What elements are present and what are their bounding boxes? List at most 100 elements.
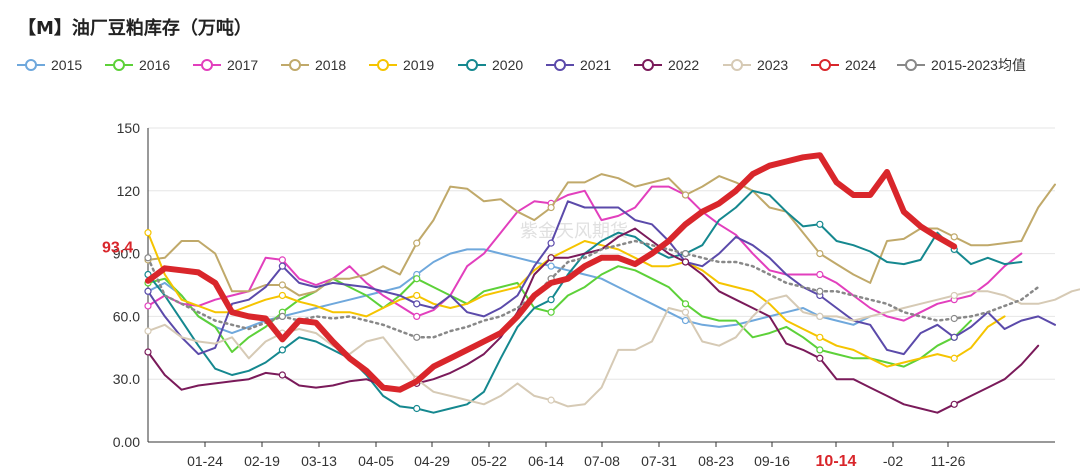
legend-line-icon [105, 59, 133, 71]
legend-item-2024[interactable]: 2024 [810, 54, 876, 76]
legend-item-2017[interactable]: 2017 [192, 54, 258, 76]
legend-item-2015[interactable]: 2015 [16, 54, 82, 76]
legend-line-icon [897, 59, 925, 71]
watermark: 紫金天风期货 [520, 221, 628, 242]
series-marker-2015 [547, 262, 555, 270]
legend-line-icon [546, 59, 574, 71]
legend-label: 2017 [227, 57, 259, 73]
x-tick-label: -02 [883, 453, 903, 469]
series-marker-2019 [144, 229, 152, 237]
series-marker-2020 [547, 296, 555, 304]
series-marker-2015-2023均值 [681, 250, 690, 258]
series-line-2015-2023均值 [146, 239, 1040, 339]
legend-label: 2015 [51, 57, 83, 73]
axes: 0.00 30.0 60.0 90.0 120 150 01-24 02-19 03-13 04-… [113, 120, 1055, 470]
series-marker-2023 [144, 327, 152, 335]
series-marker-2015-2023均值 [278, 312, 286, 320]
legend-line-icon [634, 59, 662, 71]
series-marker-2019 [278, 291, 286, 300]
series-marker-2021 [413, 300, 421, 308]
series-marker-2022 [278, 371, 286, 379]
series-marker-2020 [816, 220, 824, 228]
x-tick-label: 07-31 [641, 453, 677, 469]
legend-label: 2019 [403, 57, 435, 73]
series-marker-2018 [413, 239, 421, 247]
series-marker-2016 [547, 308, 555, 316]
series-marker-2017 [278, 256, 286, 264]
legend-item-2016[interactable]: 2016 [104, 54, 170, 76]
series-marker-2018 [547, 203, 555, 212]
gridlines [148, 127, 1055, 380]
series-marker-2023 [816, 312, 824, 320]
series-marker-2015-2023均值 [950, 314, 958, 323]
y-tick-label: 150 [117, 120, 141, 136]
legend-label: 2020 [492, 57, 524, 73]
x-tick-label: 06-14 [528, 453, 564, 469]
x-tick-label: 02-19 [244, 453, 280, 469]
series-marker-2021 [144, 287, 152, 295]
legend-item-2018[interactable]: 2018 [280, 54, 346, 76]
series-line-2022 [147, 227, 1040, 414]
x-tick-label: 11-26 [931, 453, 966, 469]
series-line-2021 [147, 200, 1056, 356]
legend-item-2020[interactable]: 2020 [457, 54, 523, 76]
y-tick-label: 0.00 [113, 434, 140, 450]
series-marker-2015-2023均值 [144, 254, 152, 262]
series-marker-2015-2023均值 [413, 333, 421, 341]
legend-item-2022[interactable]: 2022 [633, 54, 699, 76]
series-marker-2017 [144, 302, 152, 310]
series-marker-2016 [413, 275, 421, 283]
legend-item-2019[interactable]: 2019 [368, 54, 434, 76]
x-tick-label: 08-23 [698, 453, 734, 469]
series-marker-2022 [144, 348, 152, 356]
series-marker-2015-2023均值 [816, 287, 824, 295]
series-marker-2018 [950, 233, 958, 241]
x-tick-label: 07-08 [584, 453, 620, 469]
legend-label: 2016 [139, 57, 171, 73]
legend-line-icon [281, 59, 309, 71]
legend-label: 2021 [580, 57, 612, 73]
series-marker-2022 [681, 258, 690, 266]
series-marker-2022 [547, 254, 555, 262]
last-value-label: 93.4 [102, 239, 133, 256]
legend-label: 2022 [668, 57, 700, 73]
chart-title: 【M】油厂豆粕库存（万吨） [18, 18, 252, 39]
x-tick-label: 09-16 [754, 453, 790, 469]
legend-item-2015-2023均值[interactable]: 2015-2023均值 [896, 54, 1026, 76]
legend-item-2023[interactable]: 2023 [722, 54, 788, 76]
legend-line-icon [723, 59, 751, 71]
legend-line-icon [193, 59, 221, 71]
series-marker-2023 [547, 396, 555, 404]
legend-item-2021[interactable]: 2021 [545, 54, 611, 76]
series-marker-2018 [681, 191, 690, 199]
series-marker-2016 [816, 346, 824, 354]
x-tick-label: 04-29 [414, 453, 450, 469]
legend-line-icon [17, 59, 45, 71]
series-line-2018 [147, 173, 1056, 297]
x-tick-label-highlight: 10-14 [816, 453, 857, 470]
series-marker-2019 [816, 333, 824, 341]
x-tick-label: 04-05 [358, 453, 394, 469]
series-marker-2018 [278, 281, 286, 289]
series-marker-2020 [413, 404, 421, 413]
legend-label: 2018 [315, 57, 347, 73]
series-marker-2022 [950, 400, 958, 408]
x-tick-label: 01-24 [187, 453, 223, 469]
series-line-2017 [147, 185, 1023, 322]
series-marker-2019 [413, 291, 421, 300]
legend-line-icon [811, 59, 839, 71]
legend-label: 2015-2023均值 [931, 57, 1026, 73]
legend: 2015 2016 2017 2018 2019 2020 2021 2022 2023 2024… [16, 54, 1076, 76]
legend-label: 2023 [757, 57, 789, 73]
series-marker-2021 [547, 239, 555, 247]
x-tick-label: 05-22 [471, 453, 507, 469]
series-marker-2023 [950, 291, 958, 300]
y-tick-label: 90.0 [113, 246, 140, 262]
series-marker-2017 [413, 312, 421, 320]
series-marker-2016 [681, 300, 690, 308]
series-line-2019 [147, 231, 1006, 368]
series-marker-2021 [950, 333, 958, 341]
labels: 93.4 [102, 239, 133, 256]
y-tick-label: 60.0 [113, 308, 140, 324]
